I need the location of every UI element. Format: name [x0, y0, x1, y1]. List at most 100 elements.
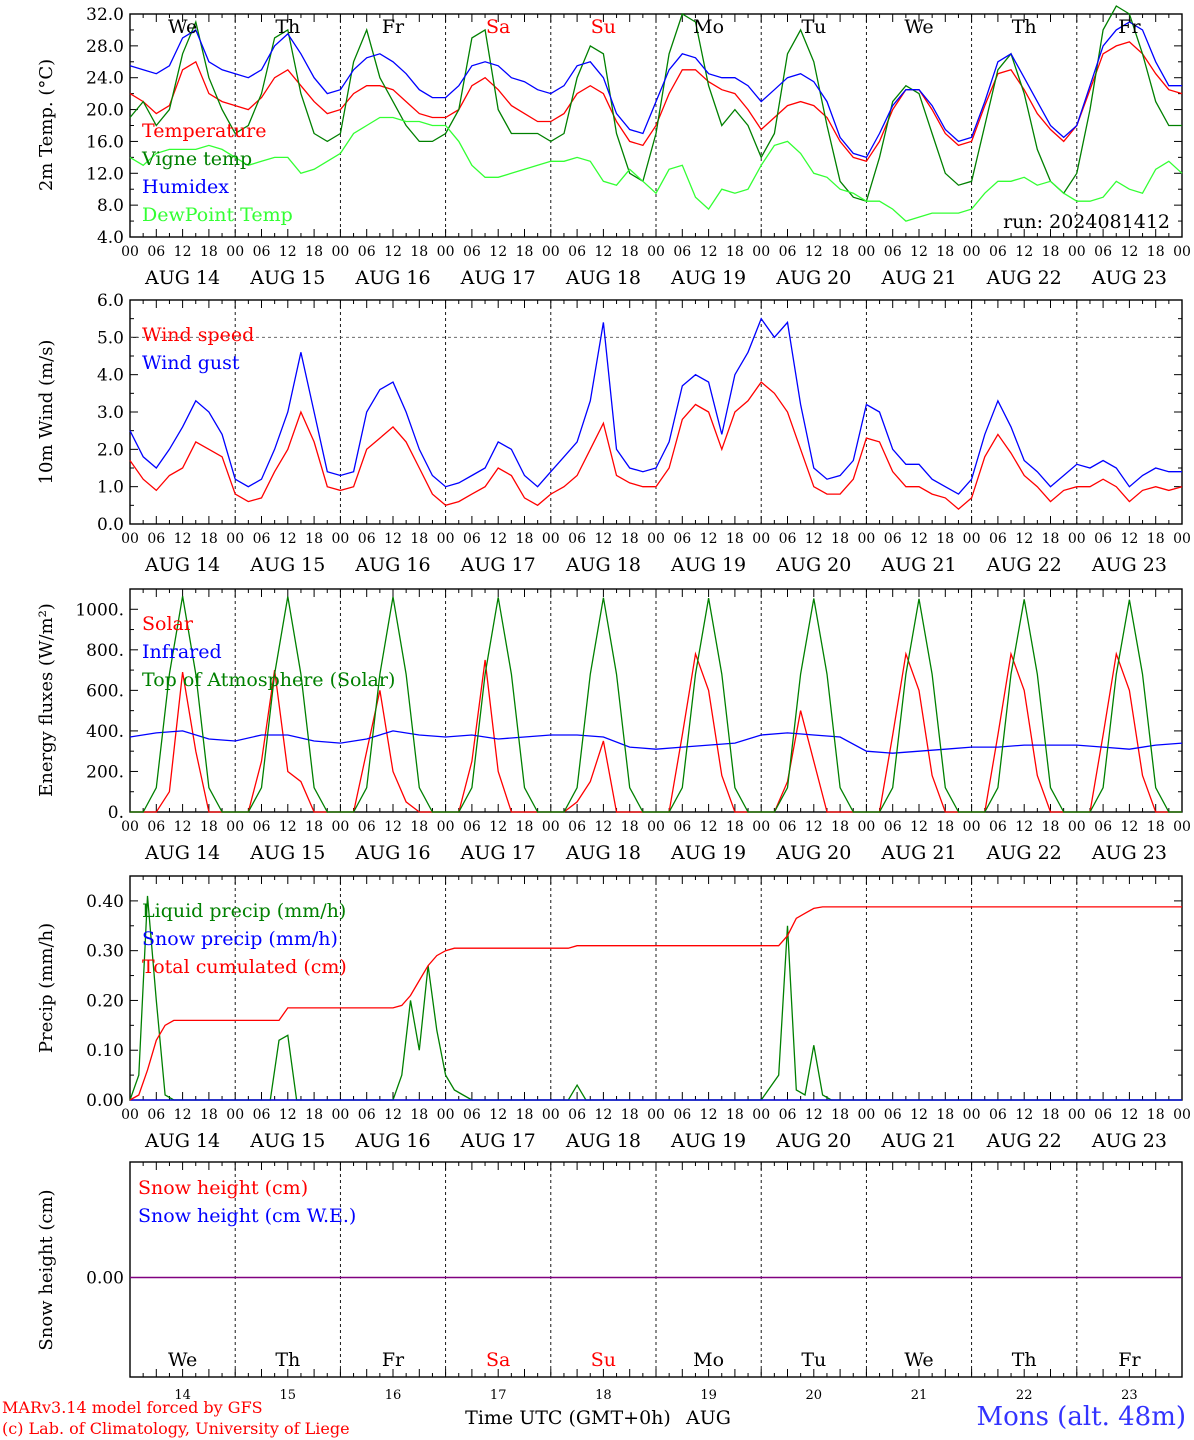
date-label: AUG 21 [880, 554, 956, 576]
hour-label: 06 [147, 531, 165, 547]
hour-label: 06 [147, 244, 165, 260]
weekday-label: Su [591, 16, 616, 38]
hour-label: 06 [673, 819, 691, 835]
hour-label: 18 [621, 244, 639, 260]
hour-label: 00 [963, 531, 981, 547]
legend-entry: Wind gust [142, 352, 240, 374]
hour-label: 12 [384, 531, 402, 547]
date-label: AUG 22 [986, 554, 1062, 576]
y-tick-label: 8.0 [97, 196, 124, 216]
hour-label: 18 [305, 1107, 323, 1123]
hour-label: 12 [279, 244, 297, 260]
y-tick-label: 2.0 [97, 440, 124, 460]
hour-label: 00 [963, 1107, 981, 1123]
legend-entry: Infrared [142, 641, 222, 663]
date-label: AUG 14 [144, 554, 220, 576]
weekday-label: Fr [1118, 16, 1141, 38]
date-label: AUG 21 [880, 1130, 956, 1152]
hour-label: 18 [726, 244, 744, 260]
hour-label: 18 [410, 819, 428, 835]
hour-label: 18 [621, 1107, 639, 1123]
weekday-label: Fr [382, 16, 405, 38]
hour-label: 00 [437, 1107, 455, 1123]
hour-label: 00 [1068, 819, 1086, 835]
hour-label: 06 [673, 1107, 691, 1123]
y-axis-label: 2m Temp. (°C) [36, 59, 57, 191]
hour-label: 18 [1147, 819, 1165, 835]
hour-label: 12 [174, 244, 192, 260]
y-tick-label: 400. [86, 722, 124, 742]
plot-frame [129, 588, 1183, 813]
hour-label: 06 [779, 819, 797, 835]
date-label: AUG 23 [1091, 554, 1167, 576]
hour-label: 00 [752, 1107, 770, 1123]
hour-label: 12 [174, 819, 192, 835]
legend-entry: Snow precip (mm/h) [142, 928, 338, 950]
date-label: AUG 21 [880, 842, 956, 864]
hour-label: 12 [1120, 1107, 1138, 1123]
y-tick-label: 600. [86, 681, 124, 701]
legend-entry: Wind speed [142, 324, 254, 346]
hour-label: 12 [489, 1107, 507, 1123]
run-label: run: 2024081412 [1003, 211, 1170, 233]
hour-label: 00 [1173, 244, 1191, 260]
hour-label: 00 [857, 531, 875, 547]
y-tick-label: 12.0 [86, 164, 124, 184]
series-humidex [129, 21, 1182, 159]
month-label: AUG [685, 1407, 731, 1429]
hour-label: 00 [963, 244, 981, 260]
hour-label: 06 [253, 531, 271, 547]
hour-label: 18 [200, 1107, 218, 1123]
hour-label: 06 [989, 244, 1007, 260]
weekday-label: Mo [693, 1349, 724, 1371]
y-tick-label: 800. [86, 641, 124, 661]
hour-label: 06 [1094, 819, 1112, 835]
hour-label: 06 [1094, 531, 1112, 547]
y-tick-label: 6.0 [97, 291, 124, 311]
hour-label: 18 [936, 819, 954, 835]
hour-label: 18 [831, 1107, 849, 1123]
date-label: AUG 19 [670, 267, 746, 289]
y-tick-label: 1000. [75, 600, 124, 620]
y-tick-label: 20.0 [86, 101, 124, 121]
y-tick-label: 200. [86, 762, 124, 782]
hour-label: 06 [884, 1107, 902, 1123]
day-number: 23 [1121, 1388, 1138, 1403]
y-tick-label: 0.20 [86, 991, 124, 1011]
weekday-label: Mo [693, 16, 724, 38]
hour-label: 18 [621, 819, 639, 835]
weekday-label: Fr [1118, 1349, 1141, 1371]
hour-label: 12 [805, 244, 823, 260]
legend-entry: Vigne temp [141, 148, 252, 170]
weekday-label: Fr [382, 1349, 405, 1371]
hour-label: 06 [568, 244, 586, 260]
hour-label: 00 [331, 244, 349, 260]
hour-label: 12 [174, 1107, 192, 1123]
y-tick-label: 5.0 [97, 328, 124, 348]
day-number: 15 [280, 1388, 297, 1403]
hour-label: 12 [1120, 531, 1138, 547]
date-label: AUG 15 [249, 554, 325, 576]
y-axis-label: Snow height (cm) [36, 1189, 57, 1350]
hour-label: 18 [1042, 1107, 1060, 1123]
hour-label: 06 [463, 244, 481, 260]
hour-label: 06 [884, 244, 902, 260]
hour-label: 00 [226, 1107, 244, 1123]
hour-label: 06 [147, 1107, 165, 1123]
day-number: 17 [490, 1388, 507, 1403]
date-label: AUG 19 [670, 554, 746, 576]
hour-label: 12 [384, 819, 402, 835]
hour-label: 12 [910, 1107, 928, 1123]
series-total-cumulated-cm [129, 906, 1182, 1101]
day-number: 20 [806, 1388, 823, 1403]
date-label: AUG 17 [460, 842, 536, 864]
hour-label: 12 [700, 1107, 718, 1123]
date-label: AUG 15 [249, 1130, 325, 1152]
hour-label: 00 [437, 819, 455, 835]
hour-label: 06 [253, 1107, 271, 1123]
day-number: 22 [1016, 1388, 1033, 1403]
hour-label: 12 [910, 531, 928, 547]
series-wind-speed [129, 381, 1183, 510]
hour-label: 12 [384, 1107, 402, 1123]
y-tick-label: 0.30 [86, 942, 124, 962]
